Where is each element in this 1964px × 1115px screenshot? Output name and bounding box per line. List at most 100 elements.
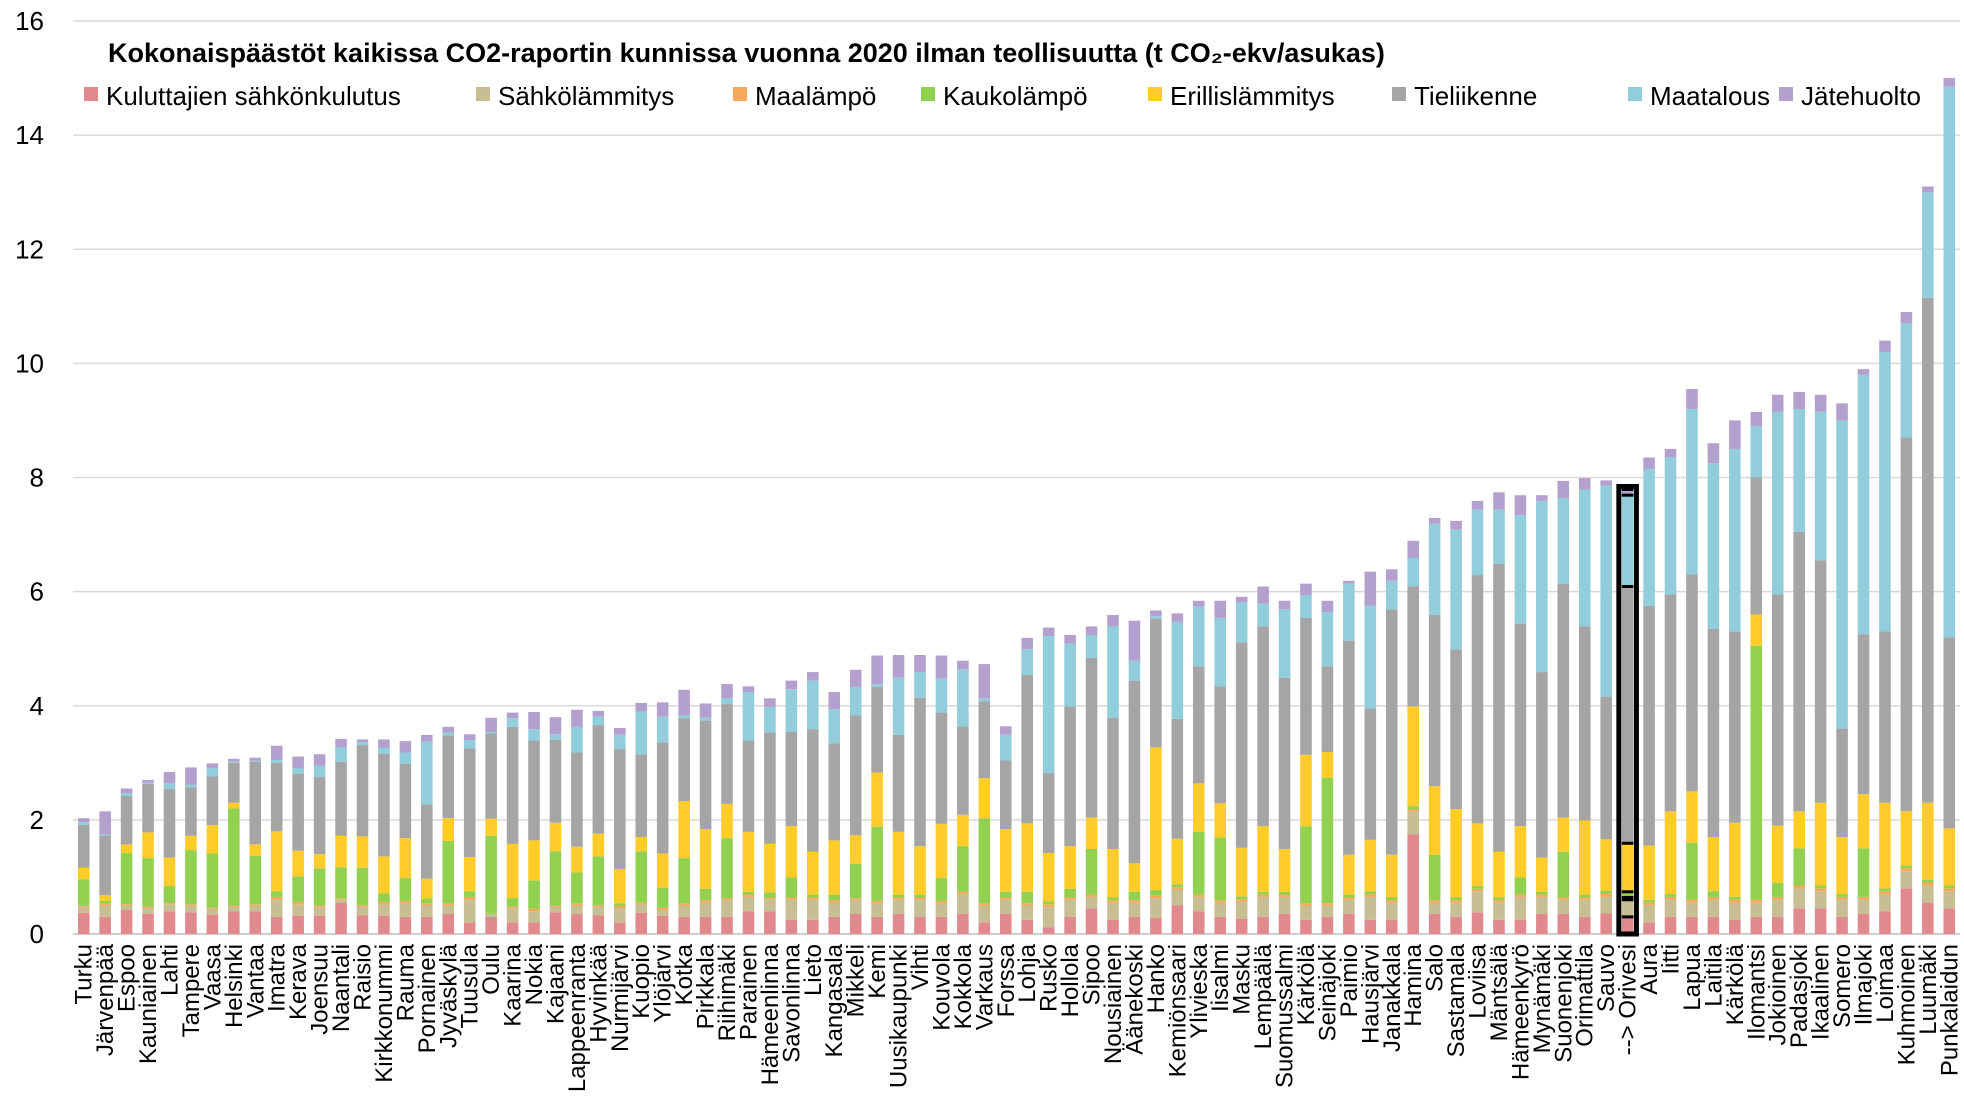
bar-stack — [764, 698, 776, 934]
bar-segment — [1471, 509, 1484, 576]
bar-segment — [1557, 817, 1570, 852]
bar-segment — [1536, 857, 1548, 892]
bar-segment — [463, 856, 476, 892]
x-tick-label: Pirkkala — [693, 943, 720, 1029]
bar-segment — [1814, 908, 1827, 934]
bar-segment — [399, 763, 412, 839]
bar-segment — [421, 903, 433, 906]
bar-segment — [292, 773, 304, 851]
bar-segment — [656, 910, 669, 916]
bar-segment — [1192, 911, 1205, 934]
bar-segment — [1514, 896, 1527, 920]
bar-stack — [721, 684, 733, 934]
bar-segment — [1879, 631, 1891, 803]
bar-segment — [1278, 677, 1291, 849]
x-tick-label: Tuusula — [457, 943, 484, 1028]
bar-segment — [1900, 865, 1913, 869]
bar-segment — [1150, 898, 1162, 919]
bar-stack — [378, 739, 390, 934]
bar-segment — [1343, 914, 1355, 934]
x-tick-label: Luumäki — [1915, 944, 1942, 1035]
bar-stack — [185, 767, 197, 934]
bar-stack — [1943, 78, 1956, 934]
bar-segment — [1085, 626, 1098, 635]
bar-segment — [1171, 887, 1184, 890]
bar-segment — [764, 706, 776, 733]
bar-segment — [978, 922, 991, 934]
bar-segment — [1278, 891, 1291, 895]
bar-segment — [1793, 409, 1805, 532]
bar-segment — [849, 898, 862, 900]
bar-segment — [914, 894, 926, 898]
bar-stack — [1793, 391, 1805, 934]
bar-segment — [999, 734, 1012, 761]
bar-stack — [699, 703, 712, 934]
bar-segment — [313, 905, 326, 908]
x-tick-label: Lempäälä — [1250, 943, 1277, 1049]
bar-segment — [635, 912, 648, 934]
bar-segment — [1021, 649, 1034, 675]
bar-stack — [528, 712, 540, 934]
bar-stack — [978, 664, 991, 934]
x-tick-label: Salo — [1422, 944, 1449, 992]
bar-segment — [592, 904, 605, 907]
x-tick-label: Forssa — [993, 943, 1020, 1017]
bar-segment — [1064, 643, 1076, 707]
bar-segment — [528, 911, 540, 923]
bar-segment — [1428, 523, 1441, 616]
bar-segment — [99, 903, 111, 906]
y-axis-ticks: 0 2 4 6 8 10 12 14 16 — [15, 6, 44, 949]
bar-segment — [914, 654, 926, 673]
bar-segment — [549, 822, 562, 852]
bar-segment — [1536, 672, 1548, 858]
bar-segment — [421, 804, 433, 879]
bar-segment — [1943, 888, 1956, 892]
bar-segment — [99, 811, 111, 835]
bar-segment — [270, 916, 283, 934]
bar-segment — [1107, 902, 1119, 920]
bar-segment — [592, 906, 605, 916]
bar-stack — [1750, 411, 1763, 934]
bar-segment — [1879, 911, 1891, 934]
bar-segment — [1042, 627, 1055, 637]
bar-segment — [1536, 500, 1548, 673]
bar-segment — [1385, 900, 1398, 903]
bar-segment — [721, 704, 733, 804]
bar-segment — [1214, 803, 1226, 838]
bar-segment — [1750, 411, 1763, 427]
bar-segment — [1042, 904, 1055, 908]
bar-stack — [1085, 626, 1098, 934]
x-tick-label: Hämeenlinna — [757, 943, 784, 1085]
bar-segment — [614, 868, 626, 904]
bar-segment — [421, 898, 433, 904]
bar-stack — [635, 702, 648, 934]
bar-segment — [892, 831, 905, 895]
legend-swatch — [921, 87, 935, 101]
y-tick-label: 0 — [30, 919, 44, 949]
bar-segment — [1407, 586, 1419, 707]
bar-segment — [957, 894, 969, 915]
bar-segment — [335, 738, 347, 748]
bar-segment — [828, 709, 841, 744]
bar-segment — [506, 712, 519, 719]
bar-segment — [1514, 877, 1527, 895]
bar-stack — [892, 654, 905, 934]
x-tick-label: Nurmijärvi — [607, 944, 634, 1052]
bar-segment — [614, 728, 626, 735]
bar-segment — [1042, 907, 1055, 928]
bar-segment — [292, 902, 304, 905]
bar-segment — [957, 669, 969, 727]
bar-segment — [1192, 894, 1205, 897]
bar-segment — [77, 822, 90, 826]
bar-segment — [807, 680, 819, 730]
bar-segment — [1471, 912, 1484, 934]
bar-segment — [1793, 888, 1805, 909]
bar-segment — [1600, 839, 1612, 891]
bar-segment — [1300, 583, 1312, 596]
bar-segment — [142, 779, 154, 783]
bar-segment — [1021, 823, 1034, 892]
bar-segment — [1300, 595, 1312, 618]
bar-stack — [163, 771, 176, 934]
bar-segment — [206, 763, 219, 768]
bar-segment — [721, 899, 733, 917]
